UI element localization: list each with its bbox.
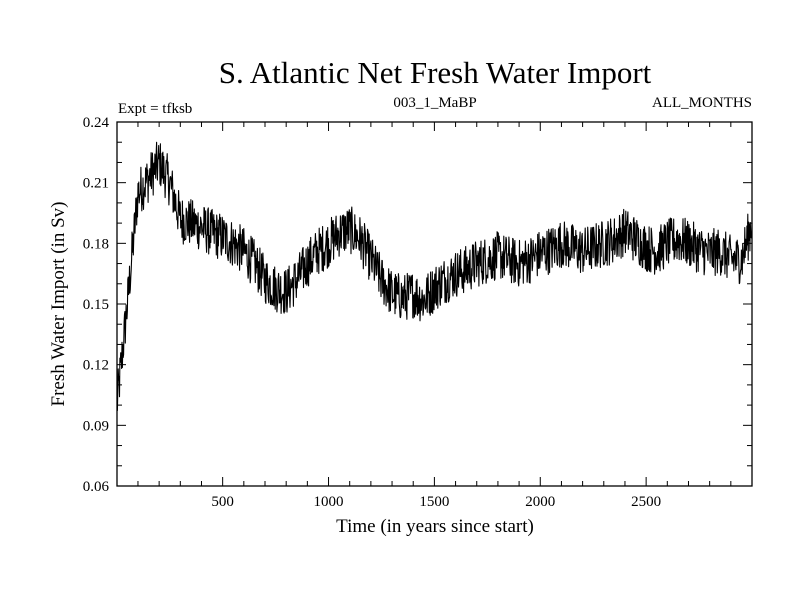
x-axis-label: Time (in years since start) bbox=[336, 516, 534, 537]
series-line bbox=[116, 141, 753, 412]
y-tick-label: 0.12 bbox=[83, 358, 109, 374]
x-tick-label: 500 bbox=[211, 494, 234, 510]
run-label: 003_1_MaBP bbox=[393, 95, 476, 111]
plot-frame bbox=[116, 121, 753, 487]
y-tick-label: 0.18 bbox=[83, 236, 109, 252]
chart-title: S. Atlantic Net Fresh Water Import bbox=[219, 55, 652, 90]
y-tick-label: 0.09 bbox=[83, 418, 109, 434]
x-tick-label: 1000 bbox=[314, 494, 344, 510]
months-label: ALL_MONTHS bbox=[652, 95, 752, 111]
x-tick-label: 1500 bbox=[419, 494, 449, 510]
y-tick-label: 0.24 bbox=[83, 115, 110, 131]
x-tick-label: 2500 bbox=[631, 494, 661, 510]
experiment-label: Expt = tfksb bbox=[118, 101, 192, 117]
data-series bbox=[116, 141, 753, 412]
x-tick-label: 2000 bbox=[525, 494, 555, 510]
y-tick-label: 0.15 bbox=[83, 297, 109, 313]
y-axis-label: Fresh Water Import (in Sv) bbox=[48, 202, 69, 407]
y-tick-label: 0.06 bbox=[83, 479, 110, 495]
y-tick-label: 0.21 bbox=[83, 176, 109, 192]
